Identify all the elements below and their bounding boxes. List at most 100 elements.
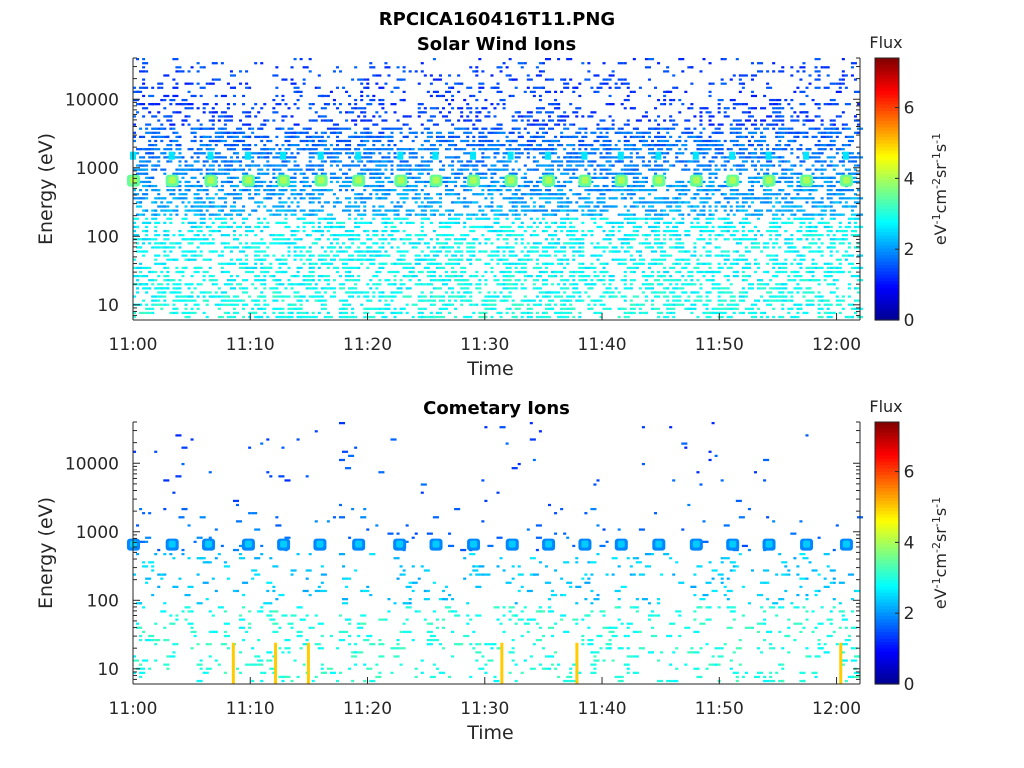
spectrogram-cell — [196, 119, 200, 122]
spectrogram-cell — [699, 123, 703, 126]
spectrogram-cell — [263, 103, 267, 106]
spectrogram-cell — [511, 115, 515, 118]
spectrogram-cell — [654, 279, 661, 282]
spectrogram-cell — [505, 66, 509, 69]
spectrogram-cell — [505, 152, 509, 155]
spectrogram-cell — [242, 315, 246, 319]
spectrogram-cell — [560, 279, 564, 282]
spectrogram-cell — [572, 291, 576, 294]
spectrogram-cell — [508, 131, 515, 134]
spectrogram-cell — [602, 143, 606, 147]
spectrogram-cell — [544, 221, 548, 224]
spectrogram-cell — [647, 94, 651, 98]
spectrogram-cell — [435, 78, 442, 81]
spectrogram-cell — [345, 279, 349, 282]
spectrogram-cell — [187, 299, 191, 302]
spectrogram-cell — [360, 131, 364, 134]
spectrogram-cell — [575, 107, 582, 110]
spectrogram-cell — [429, 262, 433, 265]
spectrogram-cell — [526, 299, 533, 302]
spectrogram-cell — [469, 143, 476, 147]
spectrogram-cell — [169, 127, 173, 130]
spectrogram-cell — [308, 107, 312, 110]
spectrogram-cell — [157, 197, 161, 200]
spectrogram-cell — [205, 315, 209, 319]
spectrogram-cell — [151, 283, 155, 286]
spectrogram-cell — [526, 303, 530, 306]
spectrogram-cell — [629, 270, 633, 274]
spectrogram-cell — [396, 246, 400, 249]
spectrogram-cell — [481, 311, 488, 315]
spectrogram-cell — [554, 152, 558, 155]
spectrogram-cell — [426, 148, 430, 151]
spectrogram-cell — [532, 234, 539, 237]
spectrogram-cell — [675, 184, 682, 188]
spectrogram-cell — [190, 94, 197, 98]
spectrogram-cell — [245, 242, 249, 245]
spectrogram-cell — [608, 279, 615, 282]
spectrogram-cell — [451, 107, 455, 110]
spectrogram-cell — [490, 299, 497, 302]
spectrogram-cell — [296, 148, 300, 151]
spectrogram-cell — [314, 131, 318, 134]
spectrogram-cell — [184, 205, 188, 208]
spectrogram-cell — [432, 78, 436, 81]
spectrogram-cell — [602, 139, 609, 143]
spectrogram-cell — [263, 311, 267, 315]
spectrogram-cell — [242, 103, 246, 106]
spectrogram-cell — [647, 274, 651, 278]
spectrogram-cell — [538, 62, 542, 65]
spectrogram-cell — [669, 209, 676, 212]
spectrogram-cell — [548, 119, 552, 122]
spectrogram-cell — [644, 299, 648, 302]
spectrogram-cell — [475, 238, 479, 241]
spectrogram-cell — [687, 168, 691, 171]
spectrogram-cell — [690, 225, 697, 229]
spectrogram-cell — [729, 303, 733, 306]
spectrogram-cell — [166, 143, 170, 147]
spectrogram-cell — [451, 270, 455, 274]
spectrogram-cell — [290, 189, 297, 192]
spectrogram-cell — [260, 279, 267, 282]
spectrogram-cell — [435, 131, 442, 134]
spectrogram-cell — [538, 94, 542, 98]
spectrogram-cell — [284, 295, 291, 298]
spectrogram-cell — [454, 315, 458, 319]
spectrogram-cell — [338, 287, 346, 290]
spectrogram-cell — [526, 307, 533, 310]
spectrogram-cell — [566, 156, 573, 159]
spectrogram-cell — [408, 213, 412, 216]
spectrogram-cell — [641, 258, 645, 261]
spectrogram-cell — [487, 131, 494, 134]
spectrogram-cell — [502, 229, 506, 233]
spectrogram-cell — [632, 168, 639, 171]
spectrogram-cell — [714, 143, 718, 147]
spectrogram-cell — [551, 283, 555, 286]
spectrogram-cell — [178, 189, 182, 192]
spectrogram-cell — [735, 152, 739, 155]
spectrogram-cell — [420, 111, 427, 114]
spectrogram-cell — [220, 250, 224, 253]
spectrogram-cell — [681, 283, 685, 286]
spectrogram-cell — [281, 270, 288, 274]
spectrogram-cell — [396, 287, 403, 290]
spectrogram-cell — [544, 168, 552, 171]
spectrogram-cell — [169, 119, 173, 122]
spectrogram-cell — [614, 143, 618, 147]
spectrogram-cell — [684, 127, 691, 130]
spectrogram-cell — [602, 62, 606, 65]
spectrogram-cell — [623, 262, 627, 265]
spectrogram-cell — [526, 115, 533, 118]
spectrogram-cell — [196, 156, 200, 159]
spectrogram-cell — [142, 221, 146, 224]
spectrogram-cell — [666, 307, 670, 310]
spectrogram-cell — [660, 254, 667, 257]
spectrogram-cell — [475, 160, 482, 163]
spectrogram-cell — [184, 307, 188, 310]
spectrogram-cell — [475, 225, 482, 229]
spectrogram-cell — [396, 164, 400, 167]
spectrogram-cell — [608, 287, 612, 290]
spectrogram-cell — [629, 184, 633, 188]
spectrogram-cell — [142, 266, 149, 270]
spectrogram-cell — [429, 221, 433, 224]
